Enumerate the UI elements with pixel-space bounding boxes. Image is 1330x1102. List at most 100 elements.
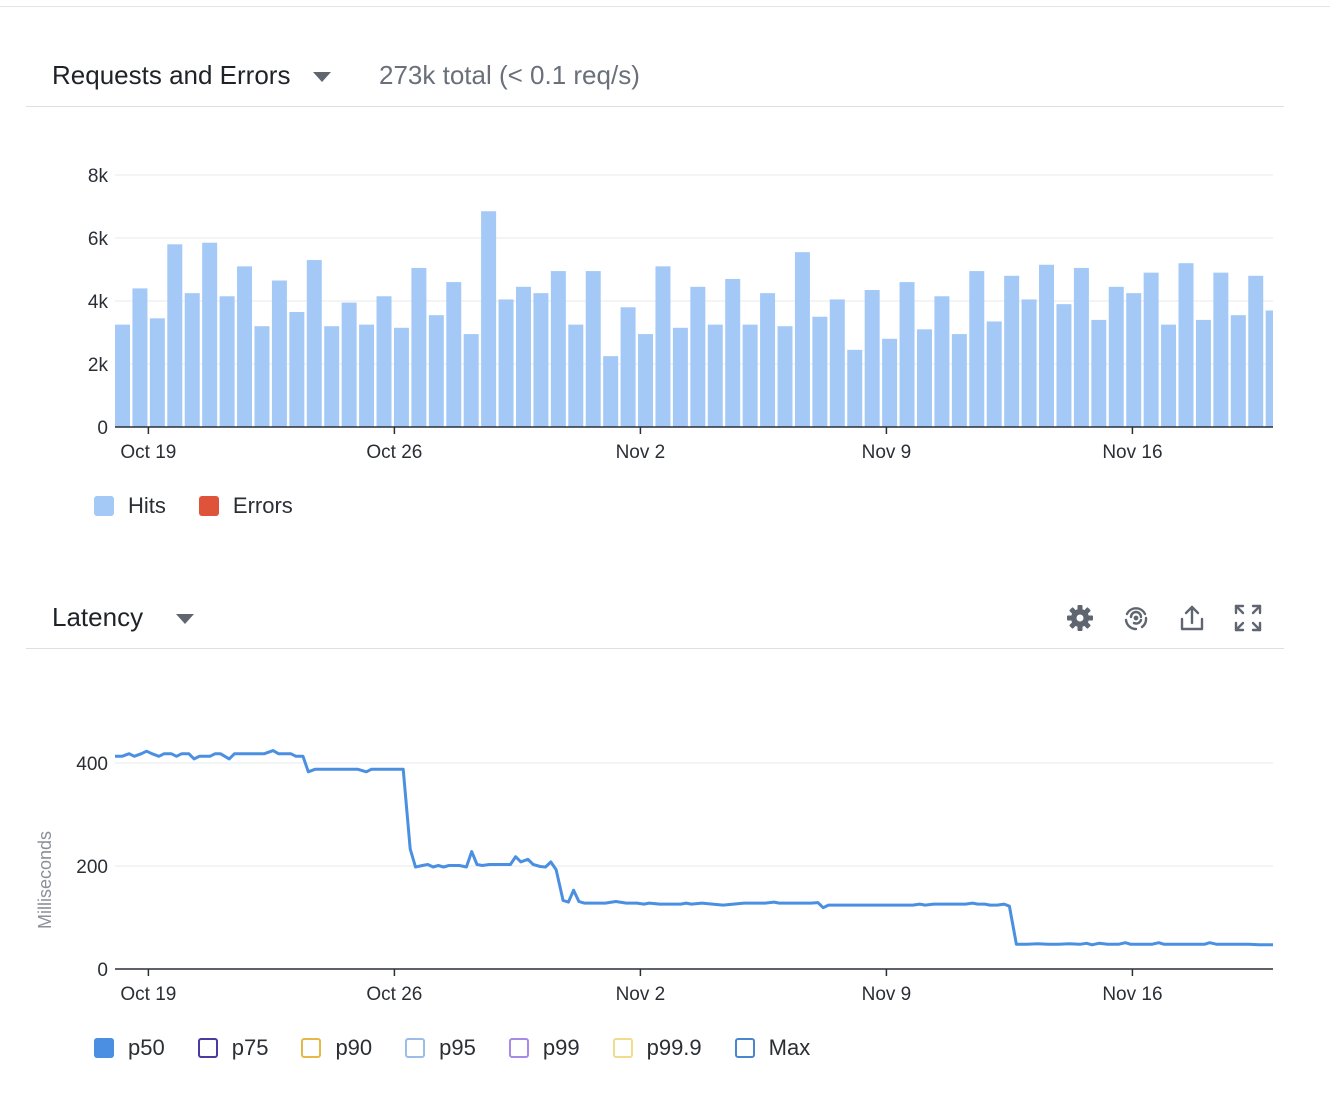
hits-bar[interactable] <box>1021 299 1037 427</box>
legend-label: Hits <box>128 493 166 518</box>
hits-bar[interactable] <box>585 271 601 427</box>
share-icon[interactable] <box>1176 602 1208 634</box>
fingerprint-icon[interactable] <box>1120 602 1152 634</box>
hits-bar[interactable] <box>812 316 828 427</box>
hits-bar[interactable] <box>498 299 514 427</box>
hits-bar[interactable] <box>167 244 183 427</box>
legend-item[interactable]: p75 <box>197 1035 268 1061</box>
requests-legend: Hits Errors <box>94 492 326 520</box>
hits-bar[interactable] <box>1265 310 1273 427</box>
legend-item[interactable]: Errors <box>198 493 293 519</box>
hits-bar[interactable] <box>603 356 619 428</box>
hits-bar[interactable] <box>1161 324 1177 428</box>
legend-item[interactable]: p99 <box>508 1035 580 1061</box>
hits-bar[interactable] <box>359 324 375 428</box>
hits-bar[interactable] <box>1091 319 1107 427</box>
hits-bar[interactable] <box>428 315 444 427</box>
hits-bar[interactable] <box>1108 286 1124 427</box>
hits-bar[interactable] <box>1195 319 1211 427</box>
hits-bar[interactable] <box>951 334 967 427</box>
hits-bar[interactable] <box>916 329 932 427</box>
hits-bar[interactable] <box>934 296 950 427</box>
hits-bar[interactable] <box>1056 304 1072 427</box>
hits-bar[interactable] <box>115 324 130 428</box>
hits-bar[interactable] <box>568 324 584 428</box>
hits-bar[interactable] <box>638 334 654 427</box>
hits-bar[interactable] <box>707 324 723 428</box>
legend-label: p50 <box>128 1035 165 1060</box>
legend-label: p90 <box>335 1035 373 1060</box>
legend-swatch <box>734 1038 755 1058</box>
latency-toolbar <box>1064 602 1264 634</box>
requests-panel-header: Requests and Errors 273k total (< 0.1 re… <box>26 50 1284 107</box>
hits-bar[interactable] <box>533 293 549 428</box>
hits-bar[interactable] <box>829 299 845 427</box>
hits-bar[interactable] <box>1039 264 1055 427</box>
hits-bar[interactable] <box>306 260 322 427</box>
bar-y-tick-label: 2k <box>88 355 109 376</box>
hits-bar[interactable] <box>986 321 1002 427</box>
hits-bar[interactable] <box>376 296 392 427</box>
line-y-tick-label: 0 <box>97 960 108 981</box>
legend-item[interactable]: p99.9 <box>612 1035 702 1061</box>
hits-bar[interactable] <box>1004 275 1020 427</box>
hits-bar[interactable] <box>237 266 253 427</box>
latency-panel-header: Latency <box>26 592 1284 649</box>
hits-bar[interactable] <box>149 318 165 427</box>
p50-series-line[interactable] <box>115 749 1273 947</box>
hits-bar[interactable] <box>324 326 340 427</box>
hits-bar[interactable] <box>202 242 218 427</box>
legend-item[interactable]: p90 <box>301 1035 372 1061</box>
hits-bar[interactable] <box>393 327 409 427</box>
hits-bar[interactable] <box>1126 293 1142 428</box>
expand-icon[interactable] <box>1232 602 1264 634</box>
hits-bar[interactable] <box>1230 315 1246 427</box>
line-y-tick-label: 400 <box>76 754 108 775</box>
hits-bar[interactable] <box>969 271 985 427</box>
hits-bar[interactable] <box>219 296 235 427</box>
hits-bar[interactable] <box>864 289 880 427</box>
hits-bar[interactable] <box>794 252 810 427</box>
hits-bar[interactable] <box>481 211 497 427</box>
requests-dropdown-icon[interactable] <box>313 72 331 82</box>
hits-bar[interactable] <box>620 307 636 427</box>
hits-bar[interactable] <box>742 324 758 428</box>
line-x-tick-label: Nov 16 <box>1102 984 1162 1005</box>
hits-bar[interactable] <box>672 327 688 427</box>
hits-bar[interactable] <box>271 280 287 427</box>
hits-bar[interactable] <box>411 267 427 427</box>
requests-title: Requests and Errors <box>52 60 291 90</box>
bar-x-tick-label: Nov 2 <box>616 442 666 463</box>
line-x-tick-label: Nov 2 <box>616 984 666 1005</box>
hits-bar[interactable] <box>690 286 706 427</box>
legend-item[interactable]: p50 <box>94 1035 165 1061</box>
legend-item[interactable]: p95 <box>405 1035 476 1061</box>
hits-bar[interactable] <box>899 282 915 427</box>
hits-bar[interactable] <box>777 326 793 427</box>
bar-x-tick-label: Oct 26 <box>366 442 422 463</box>
hits-bar[interactable] <box>184 293 200 428</box>
hits-bar[interactable] <box>463 334 479 427</box>
hits-bar[interactable] <box>1248 275 1264 427</box>
hits-bar[interactable] <box>655 266 671 427</box>
hits-bar[interactable] <box>1143 272 1159 427</box>
legend-item[interactable]: Max <box>734 1035 810 1061</box>
hits-bar[interactable] <box>289 312 305 427</box>
legend-item[interactable]: Hits <box>94 493 166 519</box>
hits-bar[interactable] <box>132 288 148 427</box>
hits-bar[interactable] <box>515 286 531 427</box>
hits-bar[interactable] <box>550 271 566 427</box>
hits-bar[interactable] <box>847 349 863 427</box>
hits-bar[interactable] <box>725 278 741 427</box>
hits-bar[interactable] <box>1213 272 1229 427</box>
hits-bar[interactable] <box>341 302 357 427</box>
hits-bar[interactable] <box>882 338 898 427</box>
hits-bar[interactable] <box>1178 263 1194 427</box>
hits-bar[interactable] <box>254 326 270 427</box>
latency-dropdown-icon[interactable] <box>176 614 194 624</box>
hits-bar[interactable] <box>1073 267 1089 427</box>
hits-bar[interactable] <box>760 293 776 428</box>
hits-bar[interactable] <box>446 282 462 427</box>
latency-line-chart: 0 200 400 Milliseconds Oct 19 Oct 26 Nov 2 Nov … <box>35 749 1273 1005</box>
gear-icon[interactable] <box>1064 602 1096 634</box>
